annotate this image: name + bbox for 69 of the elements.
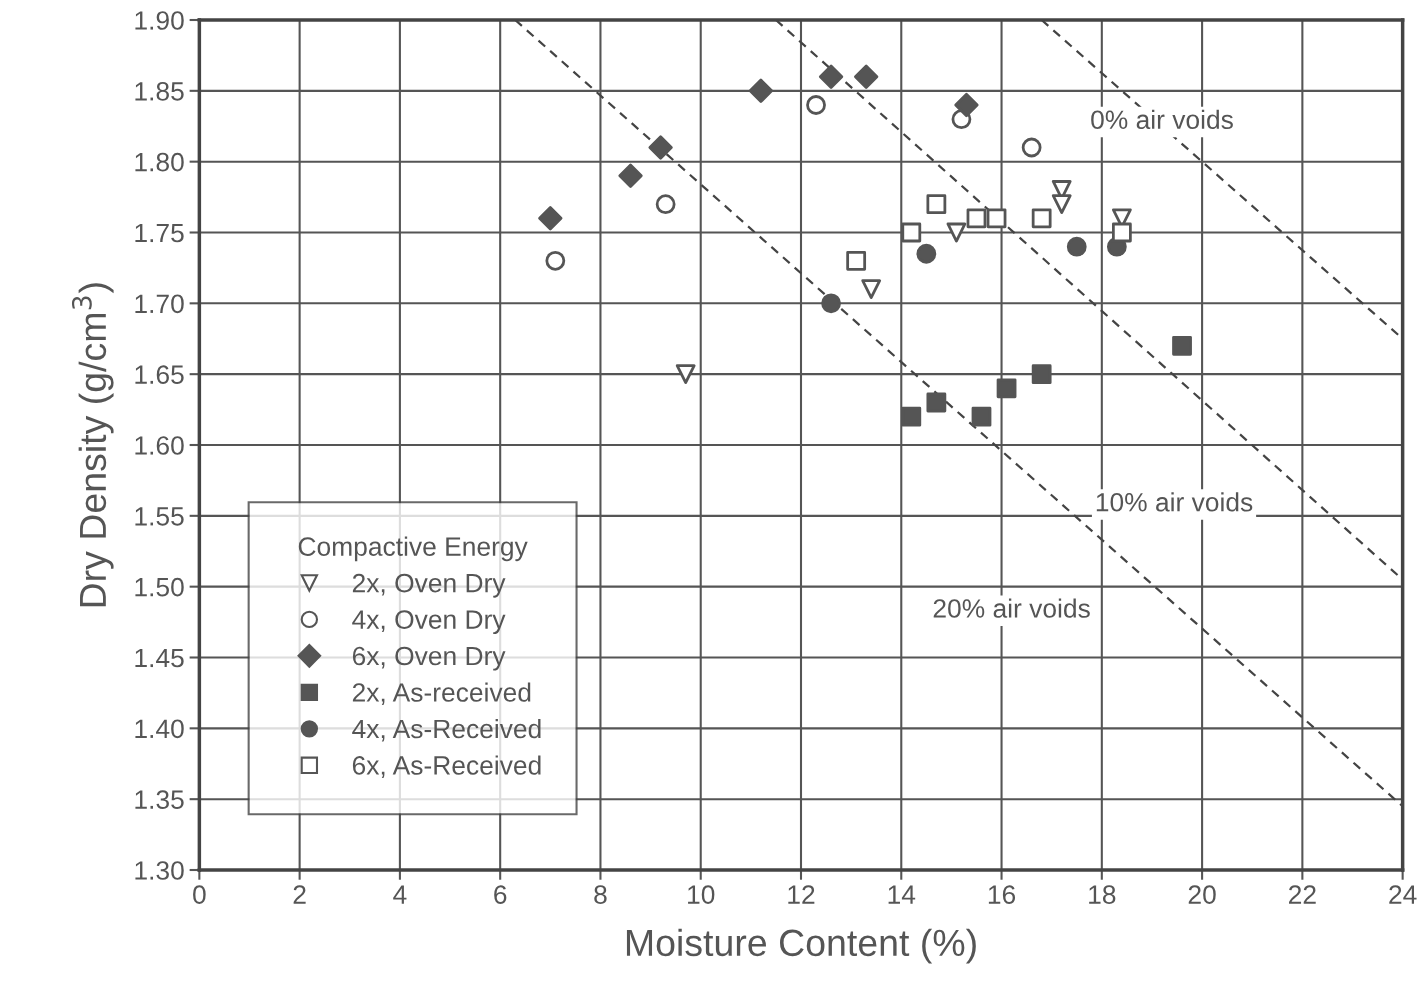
x-tick-label: 24 xyxy=(1389,885,1417,904)
legend-label: 2x, Oven Dry xyxy=(352,573,506,598)
y-tick-label: 1.90 xyxy=(135,11,184,30)
point xyxy=(545,250,566,271)
legend-label: 6x, Oven Dry xyxy=(352,646,506,671)
y-tick-label: 1.75 xyxy=(135,223,184,243)
y-tick-label: 1.35 xyxy=(135,790,184,809)
point xyxy=(971,406,992,427)
point xyxy=(996,378,1017,399)
point xyxy=(618,163,643,188)
x-tick-label: 12 xyxy=(788,885,815,904)
x-axis-title: Moisture Content (%) xyxy=(626,928,976,964)
x-tick-label: 10 xyxy=(688,885,715,904)
y-tick-label: 1.45 xyxy=(135,648,184,668)
point xyxy=(655,194,676,215)
point xyxy=(916,243,937,264)
point xyxy=(986,208,1007,229)
point xyxy=(806,95,826,115)
y-tick-label: 1.55 xyxy=(135,507,184,526)
legend-label: 2x, As-received xyxy=(352,682,531,705)
point xyxy=(901,222,922,243)
point xyxy=(926,194,947,215)
x-tick-label: 0 xyxy=(193,885,206,904)
y-tick-label: 1.85 xyxy=(135,81,184,101)
x-tick-label: 18 xyxy=(1089,885,1116,904)
point xyxy=(748,78,774,103)
y-axis-title: Dry Density (g/cm$^{3}$) xyxy=(71,283,114,607)
y-tick-label: 1.60 xyxy=(135,436,184,455)
legend-title: Compactive Energy xyxy=(298,536,528,562)
point xyxy=(946,222,967,243)
point xyxy=(648,135,673,160)
point xyxy=(675,364,696,385)
y-tick-label: 1.50 xyxy=(135,577,184,597)
point xyxy=(846,250,867,271)
y-tick-label: 1.30 xyxy=(135,861,184,880)
x-tick-label: 2 xyxy=(293,885,306,904)
point xyxy=(1031,208,1052,229)
annotation: 0% air voids xyxy=(1091,109,1233,130)
x-tick-label: 8 xyxy=(594,885,607,904)
y-tick-label: 1.70 xyxy=(135,294,184,314)
point xyxy=(821,293,841,314)
x-tick-label: 14 xyxy=(888,885,916,904)
point xyxy=(861,279,882,300)
y-tick-label: 1.80 xyxy=(135,152,184,172)
x-tick-label: 4 xyxy=(393,885,407,904)
point xyxy=(1066,236,1087,257)
x-tick-label: 16 xyxy=(988,885,1016,904)
point xyxy=(818,64,844,89)
legend-label: 4x, Oven Dry xyxy=(352,610,506,635)
point xyxy=(966,208,987,229)
point xyxy=(1172,335,1192,356)
x-tick-label: 22 xyxy=(1289,885,1316,904)
point xyxy=(854,64,879,89)
legend-label: 6x, As-Received xyxy=(352,755,541,778)
point xyxy=(954,92,979,118)
point xyxy=(901,406,922,427)
point xyxy=(1031,364,1052,385)
point xyxy=(926,392,947,413)
point xyxy=(1051,194,1072,215)
x-tick-label: 6 xyxy=(494,885,507,904)
y-tick-label: 1.40 xyxy=(135,719,184,739)
y-tick-label: 1.65 xyxy=(135,365,184,384)
annotation: 20% air voids xyxy=(933,598,1090,618)
point xyxy=(1021,137,1042,158)
annotation: 10% air voids xyxy=(1096,492,1253,512)
legend-label: 4x, As-Received xyxy=(352,718,541,742)
x-tick-label: 20 xyxy=(1188,885,1216,904)
point xyxy=(538,206,563,231)
point xyxy=(1111,222,1132,243)
